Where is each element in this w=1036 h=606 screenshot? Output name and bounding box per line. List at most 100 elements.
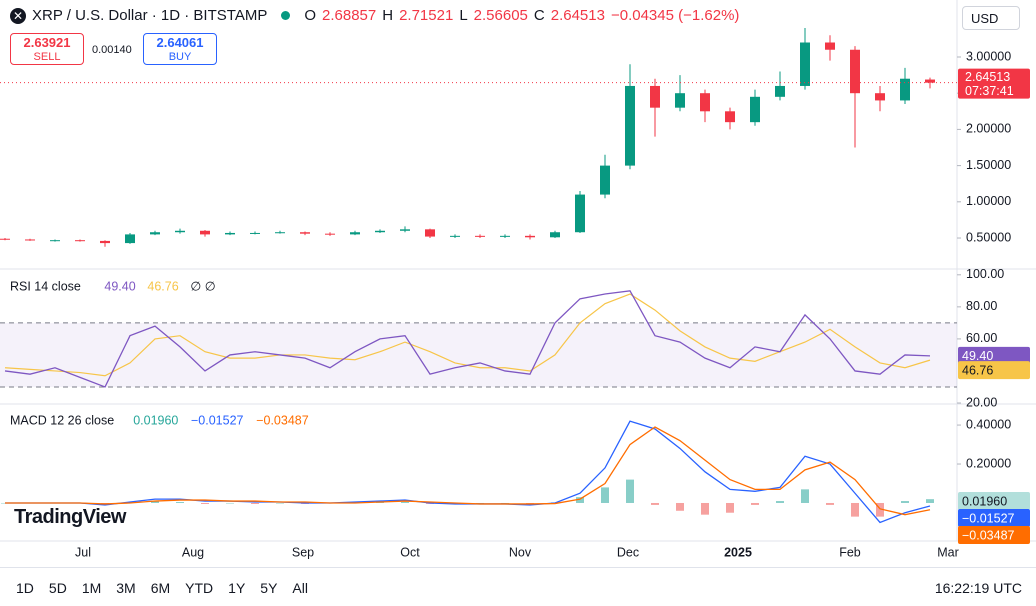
range-button[interactable]: 1Y xyxy=(228,580,246,596)
histogram-bar xyxy=(801,489,809,503)
symbol-icon: ✕ xyxy=(10,7,26,24)
c-label: C xyxy=(533,7,545,24)
histogram-bar xyxy=(651,502,659,505)
range-button[interactable]: 1M xyxy=(81,580,102,596)
candle-body xyxy=(150,232,160,235)
candle-body xyxy=(450,235,460,237)
line xyxy=(4,290,931,388)
candle-body xyxy=(250,232,260,234)
histogram-bar xyxy=(76,502,84,504)
o-label: O xyxy=(304,7,316,24)
indicator-name: MACD 12 26 close xyxy=(10,413,114,427)
toolbar: 1D 5D 1M 3M 6M YTD 1Y 5Y All xyxy=(16,580,308,596)
line xyxy=(4,293,931,377)
candle-body xyxy=(475,235,485,237)
x-tick-label: Sep xyxy=(292,545,314,559)
range-button[interactable]: 5D xyxy=(48,580,67,596)
histogram-bar xyxy=(901,501,909,503)
histogram-bar xyxy=(501,502,509,504)
y-tick-label: 1.50000 xyxy=(966,158,1011,172)
histogram-bar xyxy=(751,502,759,505)
candle-body xyxy=(600,165,610,195)
chart: 0.50000 1.00000 1.50000 2.00000 2.50000 3.000… xyxy=(0,0,1036,559)
candle-body xyxy=(75,240,85,242)
indicator-value: −0.03487 xyxy=(256,413,309,427)
range-button[interactable]: 5Y xyxy=(260,580,278,596)
price-tag xyxy=(958,361,1030,380)
histogram-bar xyxy=(601,487,609,503)
status-dot xyxy=(281,11,291,20)
price-tag-label: 49.40 xyxy=(962,349,993,363)
histogram-bar xyxy=(376,502,384,503)
histogram-bar xyxy=(226,502,234,504)
y-tick-label: 100.00 xyxy=(966,267,1004,281)
candle-body xyxy=(650,85,660,108)
indicator-value: 0.01960 xyxy=(133,413,178,427)
histogram-bar xyxy=(351,502,359,503)
y-tick-label: 20.00 xyxy=(966,395,997,409)
indicator-options: ∅ ∅ xyxy=(190,279,215,293)
price-tag xyxy=(958,492,1030,510)
spread: 0.00140 xyxy=(92,44,132,56)
range-button[interactable]: YTD xyxy=(185,580,214,596)
y-tick-label: 2.50000 xyxy=(966,85,1011,99)
y-tick-label: 1.00000 xyxy=(966,194,1011,208)
candle-body xyxy=(750,96,760,123)
histogram-bar xyxy=(876,502,884,517)
candle-body xyxy=(400,229,410,231)
candle-body xyxy=(775,85,785,97)
symbol[interactable]: XRP / U.S. Dollar · 1D · BITSTAMP xyxy=(32,7,268,24)
range-button[interactable]: 6M xyxy=(150,580,171,596)
histogram-bar xyxy=(176,502,184,503)
y-tick-label: 60.00 xyxy=(966,331,997,345)
candle-body xyxy=(900,78,910,101)
y-tick-label: 0.20000 xyxy=(966,456,1011,470)
price-tag-label: 0.01960 xyxy=(962,494,1007,508)
range-button[interactable]: 1D xyxy=(16,580,34,596)
candle-body xyxy=(125,234,135,244)
histogram-bar xyxy=(826,502,834,505)
histogram-bar xyxy=(276,502,284,504)
histogram-bar xyxy=(201,502,209,504)
price-tag xyxy=(958,526,1030,544)
candle-body xyxy=(375,230,385,233)
candle-body xyxy=(0,238,10,240)
y-tick-label: 3.00000 xyxy=(966,49,1011,63)
buy-button[interactable]: 2.64061 BUY xyxy=(143,33,217,65)
price-tag-label: 46.76 xyxy=(962,363,993,377)
histogram-bar xyxy=(676,502,684,511)
line xyxy=(5,426,931,516)
range-button[interactable]: All xyxy=(292,580,308,596)
histogram-bar xyxy=(551,502,559,503)
histogram-bar xyxy=(401,502,409,503)
sell-button[interactable]: 2.63921 SELL xyxy=(10,33,84,65)
open-value: 2.68857 xyxy=(322,7,377,24)
x-tick-label: Aug xyxy=(182,545,204,559)
candle-body xyxy=(325,233,335,235)
histogram-bar xyxy=(726,502,734,513)
line xyxy=(5,420,931,524)
histogram-bar xyxy=(251,502,259,504)
candle-body xyxy=(425,229,435,237)
price-tag xyxy=(958,346,1030,365)
candle-body xyxy=(25,239,35,241)
countdown: 07:37:41 xyxy=(965,84,1014,98)
high-value: 2.71521 xyxy=(399,7,454,24)
y-tick-label: 0.50000 xyxy=(966,230,1011,244)
x-tick-label: 2025 xyxy=(724,545,752,559)
candle-body xyxy=(525,235,535,238)
sell-label: SELL xyxy=(33,51,61,63)
histogram-bar xyxy=(1,502,9,504)
change: −0.04345 (−1.62%) xyxy=(610,7,740,24)
histogram-bar xyxy=(101,502,109,504)
price-tag xyxy=(958,68,1030,99)
histogram-bar xyxy=(426,502,434,504)
histogram-bar xyxy=(476,502,484,504)
clock: 16:22:19 UTC xyxy=(934,580,1022,596)
currency-button[interactable]: USD xyxy=(962,6,1020,30)
rsi-band xyxy=(0,322,957,387)
logo: TradingView xyxy=(14,506,126,528)
range-button[interactable]: 3M xyxy=(116,580,136,596)
candle-body xyxy=(300,232,310,234)
